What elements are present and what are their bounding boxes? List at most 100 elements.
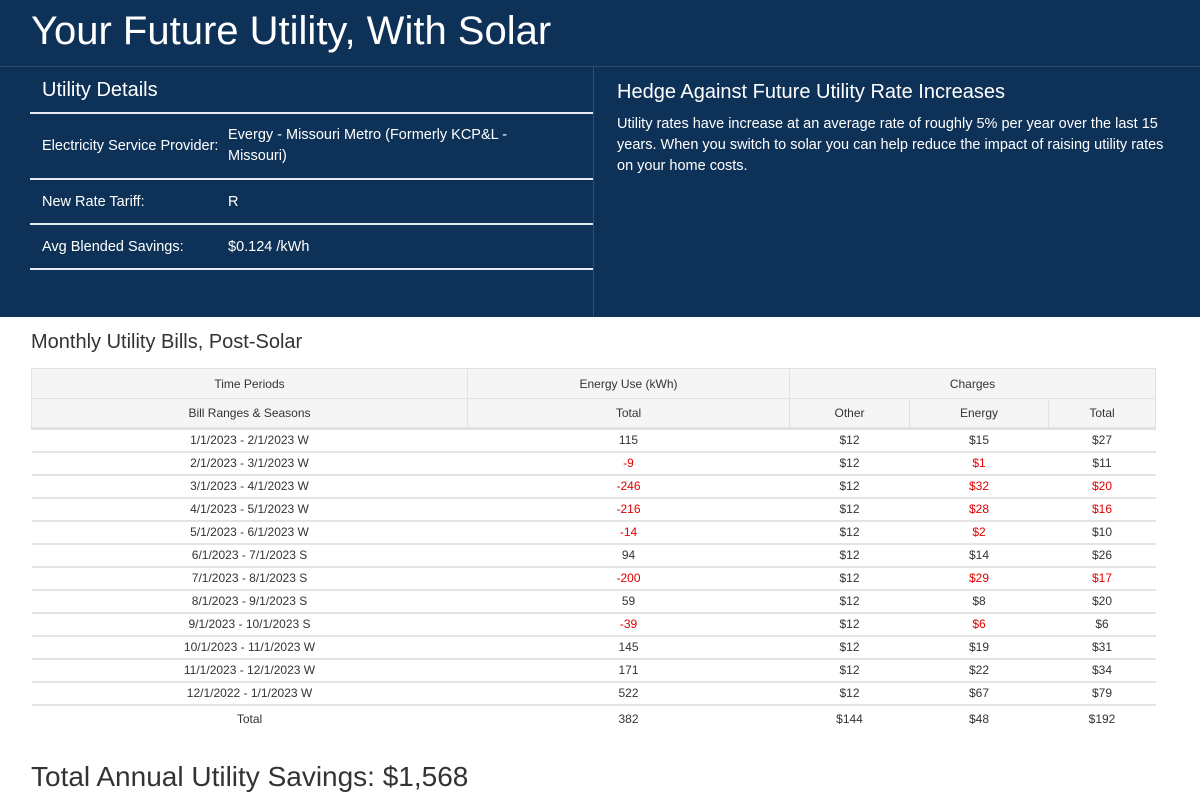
detail-label: Electricity Service Provider: <box>42 137 219 154</box>
table-cell: 11/1/2023 - 12/1/2023 W <box>31 658 468 683</box>
table-cell: $12 <box>789 543 910 568</box>
table-cell: 12/1/2022 - 1/1/2023 W <box>31 681 468 706</box>
table-cell: $22 <box>909 658 1049 683</box>
table-cell: $10 <box>1048 520 1156 545</box>
table-cell: 94 <box>467 543 790 568</box>
table-cell: $67 <box>909 681 1049 706</box>
bills-heading: Monthly Utility Bills, Post-Solar <box>31 331 303 353</box>
detail-value: Evergy - Missouri Metro (Formerly KCP&L … <box>228 127 508 164</box>
total-annual-savings: Total Annual Utility Savings: $1,568 <box>31 760 469 792</box>
detail-value: $0.124 /kWh <box>228 238 310 255</box>
column-header: Total <box>467 398 790 430</box>
table-row: 6/1/2023 - 7/1/2023 S 94 $12 $14 $26 <box>31 543 1156 568</box>
table-cell: 1/1/2023 - 2/1/2023 W <box>31 428 468 453</box>
total-row: Total 382 $144 $48 $192 <box>31 703 1156 733</box>
detail-label: New Rate Tariff: <box>42 193 145 210</box>
detail-row-savings: Avg Blended Savings: $0.124 /kWh <box>30 225 593 270</box>
utility-details: Utility Details Electricity Service Prov… <box>0 67 594 317</box>
total-cell: $144 <box>789 703 910 733</box>
table-cell: 522 <box>467 681 790 706</box>
table-cell: $16 <box>1048 497 1156 522</box>
table-row: 1/1/2023 - 2/1/2023 W 115 $12 $15 $27 <box>31 428 1156 453</box>
table-row: 11/1/2023 - 12/1/2023 W 171 $12 $22 $34 <box>31 658 1156 683</box>
table-cell: $12 <box>789 497 910 522</box>
table-cell: $8 <box>909 589 1049 614</box>
table-cell: $79 <box>1048 681 1156 706</box>
table-cell: $34 <box>1048 658 1156 683</box>
table-row: 7/1/2023 - 8/1/2023 S -200 $12 $29 $17 <box>31 566 1156 591</box>
table-cell: $14 <box>909 543 1049 568</box>
table-cell: 145 <box>467 635 790 660</box>
table-row: 8/1/2023 - 9/1/2023 S 59 $12 $8 $20 <box>31 589 1156 614</box>
table-cell: 4/1/2023 - 5/1/2023 W <box>31 497 468 522</box>
total-cell: Total <box>31 703 468 733</box>
table-cell: 3/1/2023 - 4/1/2023 W <box>31 474 468 499</box>
table-cell: $12 <box>789 612 910 637</box>
group-header: Charges <box>789 368 1156 399</box>
column-header: Energy <box>909 398 1049 430</box>
table-row: 9/1/2023 - 10/1/2023 S -39 $12 $6 $6 <box>31 612 1156 637</box>
table-cell: $15 <box>909 428 1049 453</box>
table-cell: 5/1/2023 - 6/1/2023 W <box>31 520 468 545</box>
total-cell: 382 <box>467 703 790 733</box>
bills-table: Time Periods Energy Use (kWh) Charges Bill… <box>31 368 1156 733</box>
table-row: 12/1/2022 - 1/1/2023 W 522 $12 $67 $79 <box>31 681 1156 706</box>
column-header: Total <box>1048 398 1156 430</box>
table-cell: $12 <box>789 474 910 499</box>
table-cell: $6 <box>909 612 1049 637</box>
table-cell: 7/1/2023 - 8/1/2023 S <box>31 566 468 591</box>
utility-details-heading: Utility Details <box>30 67 593 114</box>
table-row: 2/1/2023 - 3/1/2023 W -9 $12 $1 $11 <box>31 451 1156 476</box>
column-header: Other <box>789 398 910 430</box>
table-cell: $1 <box>909 451 1049 476</box>
table-cell: 115 <box>467 428 790 453</box>
table-cell: $12 <box>789 451 910 476</box>
table-cell: $11 <box>1048 451 1156 476</box>
detail-value: R <box>228 193 239 210</box>
group-header: Time Periods <box>31 368 468 399</box>
table-cell: $26 <box>1048 543 1156 568</box>
table-cell: -200 <box>467 566 790 591</box>
utility-panel: Utility Details Electricity Service Prov… <box>0 67 1200 317</box>
table-cell: 6/1/2023 - 7/1/2023 S <box>31 543 468 568</box>
table-cell: $31 <box>1048 635 1156 660</box>
table-cell: 8/1/2023 - 9/1/2023 S <box>31 589 468 614</box>
table-cell: $20 <box>1048 474 1156 499</box>
table-row: 5/1/2023 - 6/1/2023 W -14 $12 $2 $10 <box>31 520 1156 545</box>
table-cell: -14 <box>467 520 790 545</box>
table-cell: -216 <box>467 497 790 522</box>
page-title: Your Future Utility, With Solar <box>31 9 552 53</box>
table-cell: $19 <box>909 635 1049 660</box>
table-cell: 2/1/2023 - 3/1/2023 W <box>31 451 468 476</box>
table-cell: $2 <box>909 520 1049 545</box>
table-cell: $12 <box>789 681 910 706</box>
table-cell: $12 <box>789 635 910 660</box>
table-cell: $32 <box>909 474 1049 499</box>
table-cell: $28 <box>909 497 1049 522</box>
table-row: 4/1/2023 - 5/1/2023 W -216 $12 $28 $16 <box>31 497 1156 522</box>
table-cell: $12 <box>789 658 910 683</box>
table-cell: $6 <box>1048 612 1156 637</box>
total-cell: $48 <box>909 703 1049 733</box>
detail-row-tariff: New Rate Tariff: R <box>30 180 593 225</box>
table-cell: $12 <box>789 428 910 453</box>
page-header: Your Future Utility, With Solar <box>0 0 1200 67</box>
table-cell: $12 <box>789 566 910 591</box>
table-cell: -39 <box>467 612 790 637</box>
total-cell: $192 <box>1048 703 1156 733</box>
hedge-text: Utility rates have increase at an averag… <box>617 116 1164 174</box>
detail-label: Avg Blended Savings: <box>42 238 184 255</box>
table-row: 3/1/2023 - 4/1/2023 W -246 $12 $32 $20 <box>31 474 1156 499</box>
group-header: Energy Use (kWh) <box>467 368 790 399</box>
table-cell: -9 <box>467 451 790 476</box>
table-cell: $27 <box>1048 428 1156 453</box>
hedge-section: Hedge Against Future Utility Rate Increa… <box>594 67 1200 317</box>
hedge-heading: Hedge Against Future Utility Rate Increa… <box>617 81 1005 103</box>
table-cell: 171 <box>467 658 790 683</box>
table-cell: 10/1/2023 - 11/1/2023 W <box>31 635 468 660</box>
column-header: Bill Ranges & Seasons <box>31 398 468 430</box>
table-cell: 9/1/2023 - 10/1/2023 S <box>31 612 468 637</box>
table-cell: $12 <box>789 589 910 614</box>
table-cell: $29 <box>909 566 1049 591</box>
table-cell: 59 <box>467 589 790 614</box>
